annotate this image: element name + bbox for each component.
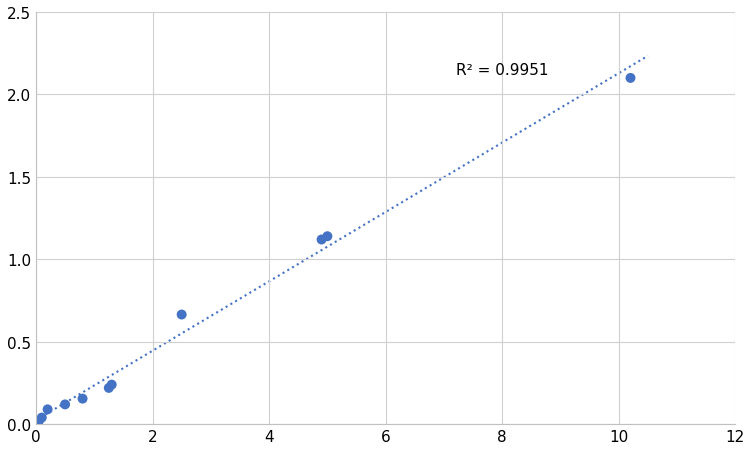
Point: [176, 311, 188, 318]
Point: [33, 417, 45, 424]
Point: [77, 395, 89, 402]
Point: [41, 406, 53, 413]
Point: [624, 75, 636, 83]
Point: [36, 414, 48, 421]
Point: [106, 381, 118, 388]
Point: [59, 401, 71, 408]
Point: [321, 233, 333, 240]
Point: [316, 236, 328, 244]
Point: [103, 384, 115, 391]
Text: R² = 0.9951: R² = 0.9951: [456, 63, 548, 78]
